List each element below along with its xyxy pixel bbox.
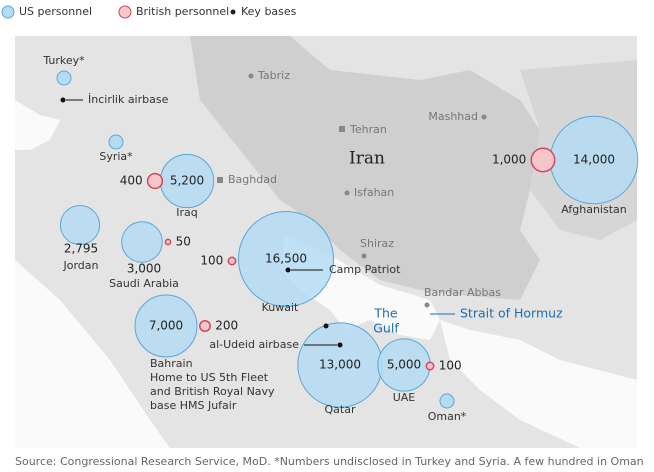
british-value-label: 50 bbox=[176, 235, 191, 249]
country-label: Iraq bbox=[176, 206, 198, 219]
city-label: Tabriz bbox=[257, 69, 290, 82]
legend-british-swatch bbox=[118, 5, 132, 19]
us-bubble bbox=[134, 294, 198, 358]
legend-bases: Key bases bbox=[241, 5, 297, 18]
country-label: Bahrain bbox=[150, 357, 193, 370]
base-dot bbox=[285, 267, 291, 273]
country-label: Saudi Arabia bbox=[109, 277, 179, 290]
us-value-label: 5,000 bbox=[387, 358, 421, 372]
strait-label: Strait of Hormuz bbox=[460, 306, 563, 321]
country-label: Kuwait bbox=[262, 301, 299, 314]
us-bubble bbox=[121, 221, 163, 263]
city-dot bbox=[344, 190, 350, 196]
british-value-label: 100 bbox=[200, 254, 223, 268]
bubbles: Turkey* Syria* 5,200 400 Iraq 2,795 Jordan 3,00… bbox=[42, 54, 639, 423]
city-dot bbox=[481, 114, 487, 120]
city-label: Isfahan bbox=[354, 186, 394, 199]
country-label: Jordan bbox=[63, 259, 99, 272]
british-value-label: 100 bbox=[439, 359, 462, 373]
places: Tabriz Tehran Isfahan Shiraz Mashhad Bag… bbox=[217, 69, 563, 336]
undisclosed-bubble bbox=[56, 70, 72, 86]
country-note: base HMS Jufair bbox=[150, 399, 237, 412]
british-bubble bbox=[425, 361, 435, 371]
legend-british: British personnel bbox=[136, 5, 229, 18]
us-value-label: 3,000 bbox=[127, 262, 161, 276]
city-label: Shiraz bbox=[360, 237, 394, 250]
city-label: Mashhad bbox=[428, 110, 478, 123]
base-label: al-Udeid airbase bbox=[209, 338, 299, 351]
base-dot bbox=[337, 342, 343, 348]
us-bubble bbox=[237, 210, 335, 308]
iran bbox=[190, 36, 540, 300]
country-label: Turkey* bbox=[42, 54, 85, 67]
bases: İncirlik airbase Camp Patriot al-Udeid a… bbox=[60, 93, 401, 351]
arabian-sea bbox=[440, 320, 637, 448]
city-dot bbox=[248, 73, 254, 79]
country-label: Syria* bbox=[99, 150, 133, 163]
british-bubble bbox=[146, 172, 164, 190]
gulf-label: The bbox=[373, 306, 398, 321]
british-bubble bbox=[530, 147, 556, 173]
base-dot bbox=[60, 97, 66, 103]
us-value-label: 16,500 bbox=[265, 252, 307, 266]
city-dot bbox=[361, 253, 367, 259]
country-label: UAE bbox=[393, 391, 416, 404]
british-bubble bbox=[199, 320, 211, 332]
city-label: Baghdad bbox=[228, 173, 277, 186]
british-value-label: 200 bbox=[215, 319, 238, 333]
country-note: Home to US 5th Fleet bbox=[150, 371, 269, 384]
country-note: and British Royal Navy bbox=[150, 385, 275, 398]
basemap bbox=[15, 36, 637, 448]
legend-us: US personnel bbox=[19, 5, 92, 18]
capital-marker bbox=[339, 126, 345, 132]
city-label: Bandar Abbas bbox=[424, 286, 501, 299]
british-bubble bbox=[227, 256, 237, 266]
british-value-label: 1,000 bbox=[492, 153, 526, 167]
city-dot bbox=[424, 302, 430, 308]
country-label: Iran bbox=[349, 149, 385, 169]
base-label: Camp Patriot bbox=[329, 263, 401, 276]
gulf-label: Gulf bbox=[373, 321, 399, 336]
city-label: Tehran bbox=[349, 123, 387, 136]
us-value-label: 5,200 bbox=[170, 174, 204, 188]
red-sea bbox=[15, 260, 170, 448]
capital-marker bbox=[217, 177, 223, 183]
undisclosed-bubble bbox=[439, 393, 455, 409]
us-value-label: 7,000 bbox=[149, 319, 183, 333]
country-label: Qatar bbox=[325, 403, 356, 416]
sea bbox=[15, 100, 60, 150]
us-value-label: 14,000 bbox=[573, 153, 615, 167]
british-bubble bbox=[164, 238, 172, 246]
country-label: Oman* bbox=[428, 410, 467, 423]
legend-base-swatch bbox=[230, 9, 236, 15]
british-value-label: 400 bbox=[120, 174, 143, 188]
source: Source: Congressional Research Service, … bbox=[15, 455, 644, 468]
undisclosed-bubble bbox=[108, 134, 124, 150]
legend-us-swatch bbox=[1, 5, 15, 19]
us-value-label: 13,000 bbox=[319, 358, 361, 372]
country-label: Afghanistan bbox=[561, 203, 627, 216]
base-label: İncirlik airbase bbox=[88, 93, 169, 106]
legend: US personnel British personnel Key bases bbox=[1, 5, 297, 19]
base-dot bbox=[323, 323, 329, 329]
us-value-label: 2,795 bbox=[64, 242, 98, 256]
us-bubble bbox=[59, 204, 101, 246]
